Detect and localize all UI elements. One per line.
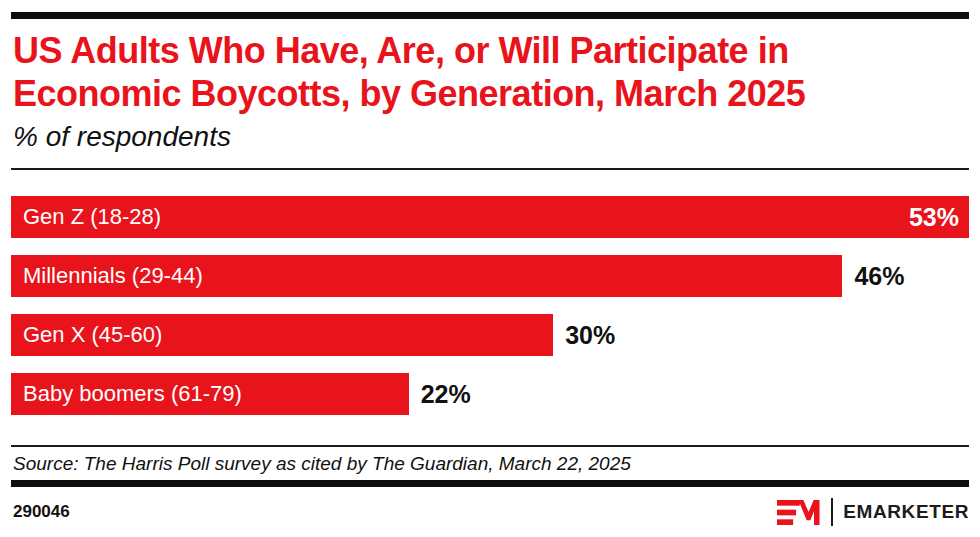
bar-label-millennials-29-44: Millennials (29-44) [23, 263, 203, 289]
bar-label-gen-x-45-60: Gen X (45-60) [23, 322, 162, 348]
bar-chart: Gen Z (18-28) 53% Millennials (29-44) 46% Ge… [11, 196, 969, 415]
bar-value-gen-x-45-60: 30% [565, 321, 615, 350]
chart-page: US Adults Who Have, Are, or Will Partici… [0, 0, 980, 537]
chart-title-line1: US Adults Who Have, Are, or Will Partici… [13, 30, 789, 71]
bar-row-baby-boomers-61-79: Baby boomers (61-79) 22% [11, 373, 969, 415]
chart-subtitle: % of respondents [13, 121, 969, 153]
footer: 290046 EMARKETER [11, 487, 969, 537]
chart-title: US Adults Who Have, Are, or Will Partici… [13, 29, 969, 115]
bar-label-gen-z-18-28: Gen Z (18-28) [23, 204, 161, 230]
bar-value-baby-boomers-61-79: 22% [421, 380, 471, 409]
brand-name: EMARKETER [843, 501, 969, 523]
bar-baby-boomers-61-79: Baby boomers (61-79) [11, 373, 409, 415]
footer-divider-line [11, 445, 969, 447]
emarketer-logo-icon [777, 500, 821, 525]
bar-label-baby-boomers-61-79: Baby boomers (61-79) [23, 381, 242, 407]
bar-value-gen-z-18-28: 53% [909, 196, 959, 238]
top-divider-bar [11, 12, 969, 19]
chart-id: 290046 [13, 502, 70, 522]
source-note: Source: The Harris Poll survey as cited … [13, 452, 969, 476]
bottom-divider-bar [11, 480, 969, 487]
bar-row-millennials-29-44: Millennials (29-44) 46% [11, 255, 969, 297]
bar-gen-z-18-28: Gen Z (18-28) 53% [11, 196, 969, 238]
bar-value-millennials-29-44: 46% [854, 262, 904, 291]
chart-title-line2: Economic Boycotts, by Generation, March … [13, 73, 805, 114]
header-divider-line [11, 168, 969, 170]
bar-row-gen-z-18-28: Gen Z (18-28) 53% [11, 196, 969, 238]
bar-millennials-29-44: Millennials (29-44) [11, 255, 842, 297]
brand-logo: EMARKETER [777, 498, 969, 526]
bar-gen-x-45-60: Gen X (45-60) [11, 314, 553, 356]
bar-row-gen-x-45-60: Gen X (45-60) 30% [11, 314, 969, 356]
logo-divider [831, 498, 833, 526]
